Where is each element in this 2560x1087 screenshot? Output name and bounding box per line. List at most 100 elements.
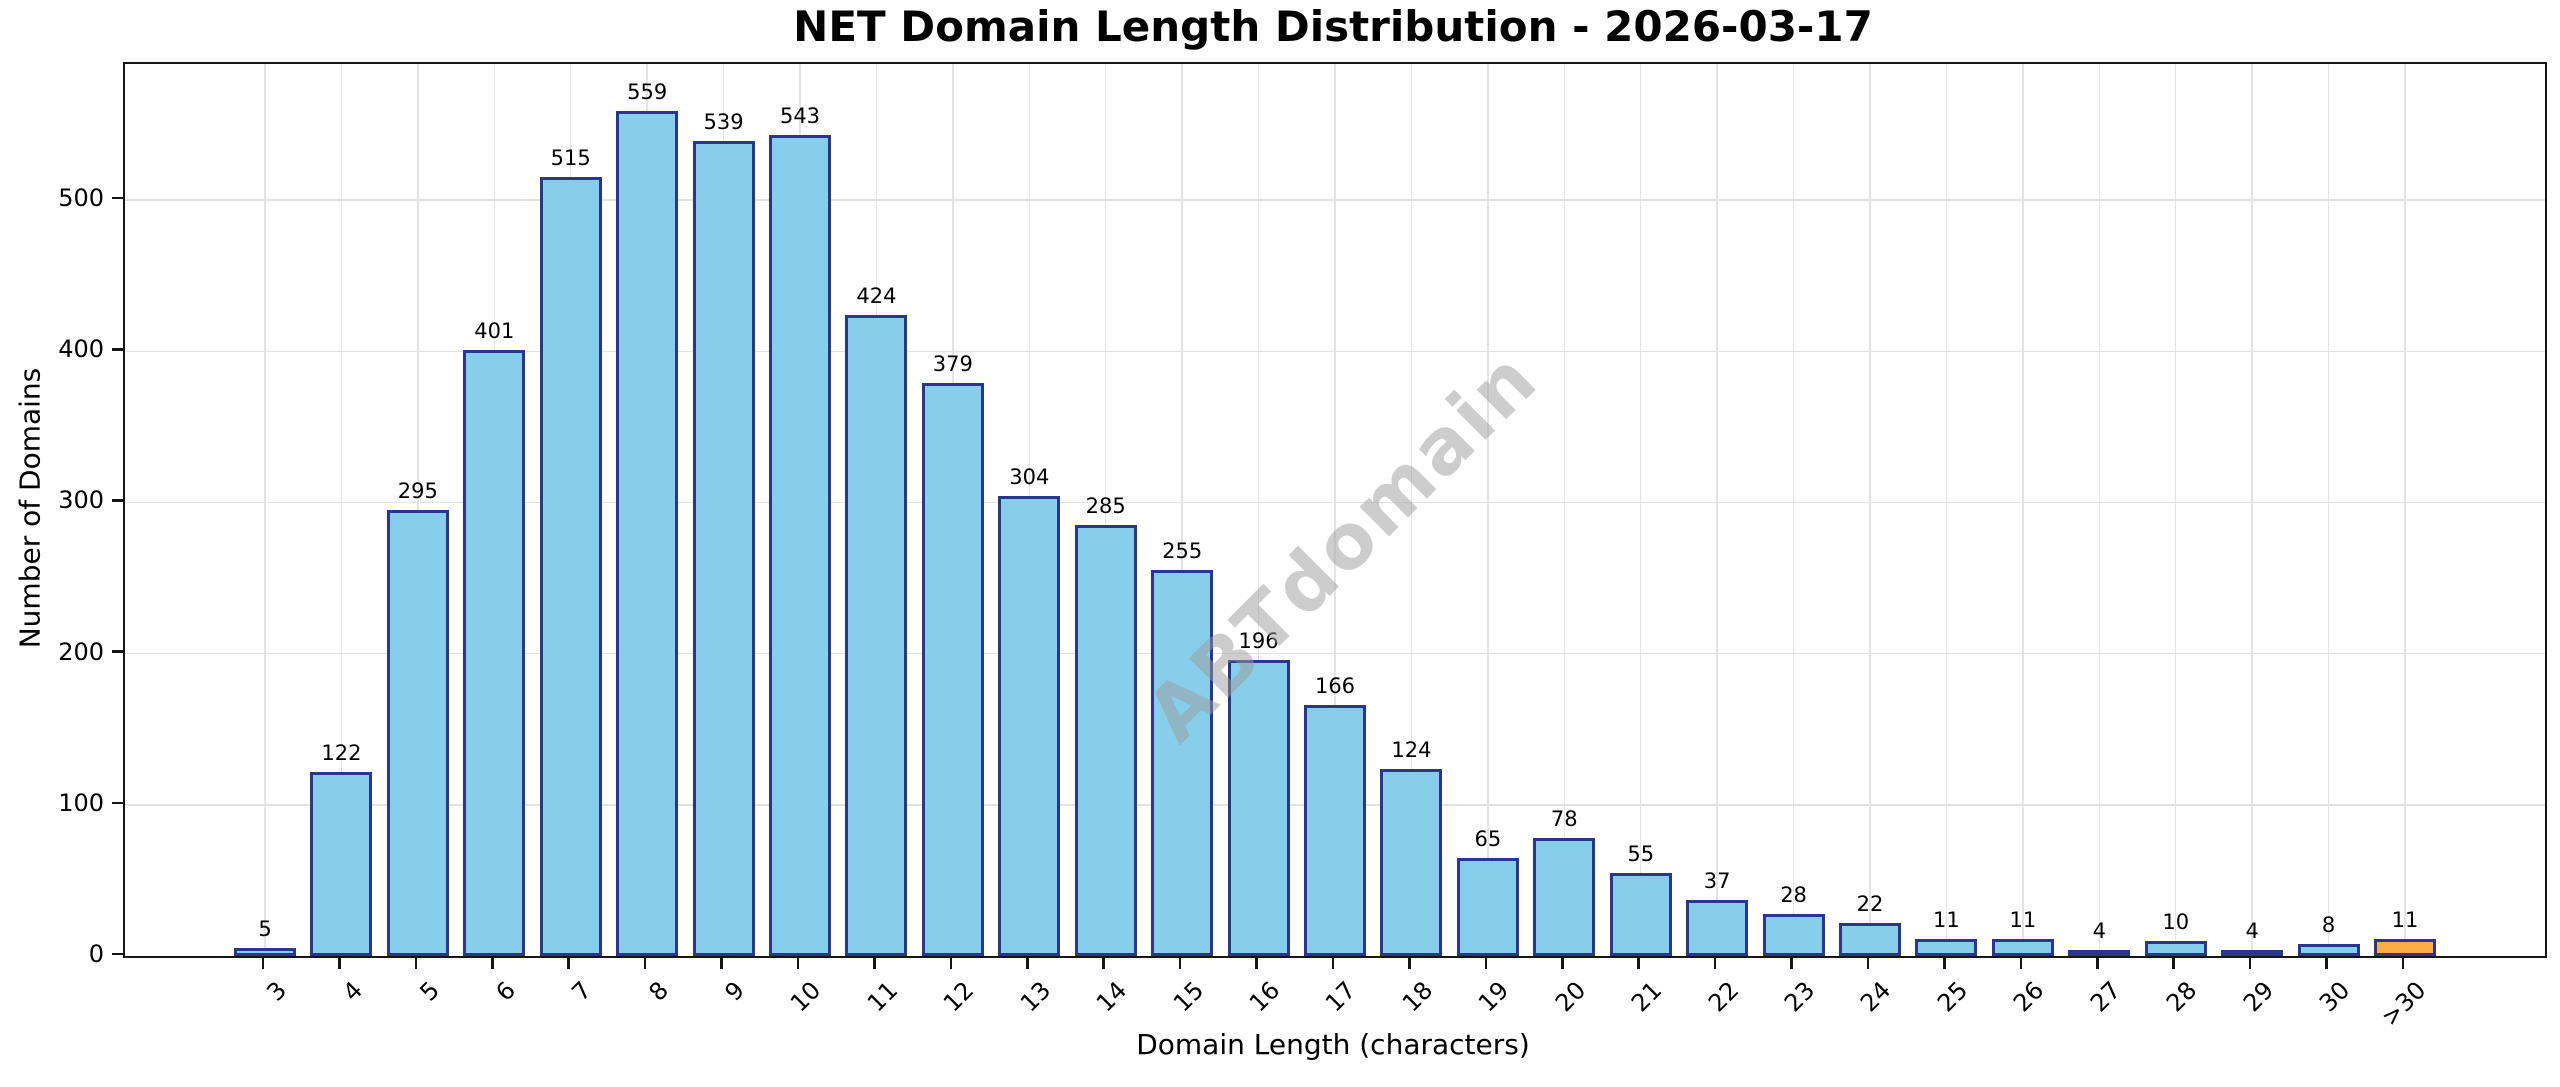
gridline-vertical: [1792, 64, 1795, 956]
gridline-vertical: [2327, 64, 2330, 956]
x-tick-mark: [2248, 956, 2252, 969]
x-tick-mark: [338, 956, 341, 969]
x-tick-label: 27: [2084, 976, 2127, 1018]
bar: [1227, 659, 1290, 956]
x-tick-label: 22: [1702, 976, 1744, 1018]
x-tick-label: 5: [414, 976, 445, 1007]
bar: [1839, 922, 1901, 956]
x-tick-label: 18: [1396, 976, 1439, 1018]
bar: [234, 948, 296, 956]
y-tick-label: 300: [58, 486, 104, 515]
bar: [998, 496, 1061, 956]
gridline-vertical: [1181, 64, 1183, 956]
gridline-vertical: [1639, 64, 1642, 956]
gridline-vertical: [1104, 64, 1107, 956]
bar-value-label: 22: [1856, 891, 1884, 916]
bar-value-label: 5: [258, 917, 272, 942]
x-tick-mark: [1408, 956, 1411, 969]
gridline-vertical: [1563, 64, 1566, 956]
bar: [2221, 949, 2284, 956]
bar-value-label: 166: [1314, 674, 1356, 699]
bar-value-label: 124: [1391, 737, 1432, 762]
bar: [386, 510, 449, 956]
bar-value-label: 539: [703, 110, 744, 135]
x-tick-mark: [1790, 956, 1793, 969]
x-tick-mark: [873, 956, 876, 969]
bar-value-label: 55: [1627, 841, 1655, 866]
gridline-vertical: [2098, 64, 2101, 956]
x-tick-label: 13: [1014, 976, 1057, 1018]
bar-value-label: 8: [2321, 912, 2336, 937]
gridline-vertical: [264, 64, 266, 956]
bar-value-label: 11: [2391, 908, 2419, 933]
x-tick-label: 17: [1320, 976, 1362, 1018]
bar-value-label: 122: [321, 740, 362, 765]
gridline-vertical: [1869, 64, 1871, 956]
y-tick-mark: [112, 196, 123, 200]
y-tick-mark: [112, 348, 123, 351]
x-tick-mark: [261, 956, 265, 969]
bar: [1915, 939, 1978, 956]
bar: [1304, 705, 1366, 956]
bar-value-label: 78: [1550, 807, 1578, 832]
bar-value-label: 4: [2092, 918, 2106, 943]
x-tick-label: 16: [1243, 976, 1286, 1018]
gridline-vertical: [1716, 64, 1718, 956]
x-tick-mark: [1561, 956, 1564, 969]
x-tick-mark: [2096, 956, 2099, 969]
x-tick-label: 23: [1778, 976, 1821, 1018]
gridline-vertical: [2174, 64, 2177, 956]
bar: [1762, 913, 1825, 956]
y-tick-mark: [112, 650, 123, 653]
plot-area: ABTdomain 5 122 295 401 515 559 539 543 424 379 30…: [123, 62, 2547, 958]
bar-value-label: 65: [1474, 826, 1502, 851]
x-axis-label: Domain Length (characters): [1136, 1028, 1530, 1061]
x-tick-mark: [2401, 956, 2405, 969]
bar-highlight: [2374, 939, 2436, 956]
bar-value-label: 11: [2009, 908, 2037, 933]
bar: [845, 314, 908, 956]
gridline-vertical: [340, 64, 343, 956]
bar: [539, 177, 602, 956]
bar: [616, 110, 679, 956]
gridline-vertical: [1410, 64, 1413, 956]
x-tick-mark: [2172, 956, 2175, 969]
bar: [310, 771, 373, 956]
x-tick-mark: [414, 956, 418, 969]
x-tick-label: 8: [643, 976, 674, 1007]
x-tick-label: 26: [2008, 976, 2050, 1018]
x-tick-label: 15: [1167, 976, 1209, 1018]
x-tick-mark: [796, 956, 800, 969]
bar: [1533, 838, 1596, 956]
x-tick-mark: [1637, 956, 1640, 969]
bar: [2297, 943, 2360, 956]
bar: [2068, 949, 2131, 956]
y-tick-label: 100: [58, 788, 104, 817]
x-tick-label: 25: [1931, 976, 1974, 1018]
bar: [1991, 939, 2054, 956]
x-tick-label: 6: [490, 976, 522, 1007]
x-tick-label: 11: [861, 976, 904, 1018]
chart-title: NET Domain Length Distribution - 2026-03…: [793, 2, 1873, 51]
gridline-vertical: [2251, 64, 2253, 956]
x-tick-label: 9: [719, 976, 751, 1007]
x-tick-mark: [949, 956, 953, 969]
x-tick-mark: [1102, 956, 1105, 969]
bar-value-label: 424: [856, 283, 897, 308]
bar-value-label: 37: [1703, 869, 1731, 894]
bar: [463, 349, 526, 956]
bar-value-label: 255: [1162, 539, 1203, 564]
y-tick-label: 0: [88, 940, 104, 968]
bar: [1686, 900, 1749, 956]
x-tick-mark: [1255, 956, 1258, 969]
x-tick-mark: [1713, 956, 1717, 969]
x-tick-mark: [1943, 956, 1946, 969]
gridline-vertical: [2404, 64, 2406, 956]
x-tick-label: 7: [566, 976, 598, 1007]
bar: [1609, 872, 1672, 956]
x-tick-mark: [720, 956, 723, 969]
y-tick-mark: [112, 499, 123, 502]
x-tick-label: 10: [785, 976, 827, 1018]
gridline-vertical: [1257, 64, 1260, 956]
bar: [769, 135, 831, 956]
